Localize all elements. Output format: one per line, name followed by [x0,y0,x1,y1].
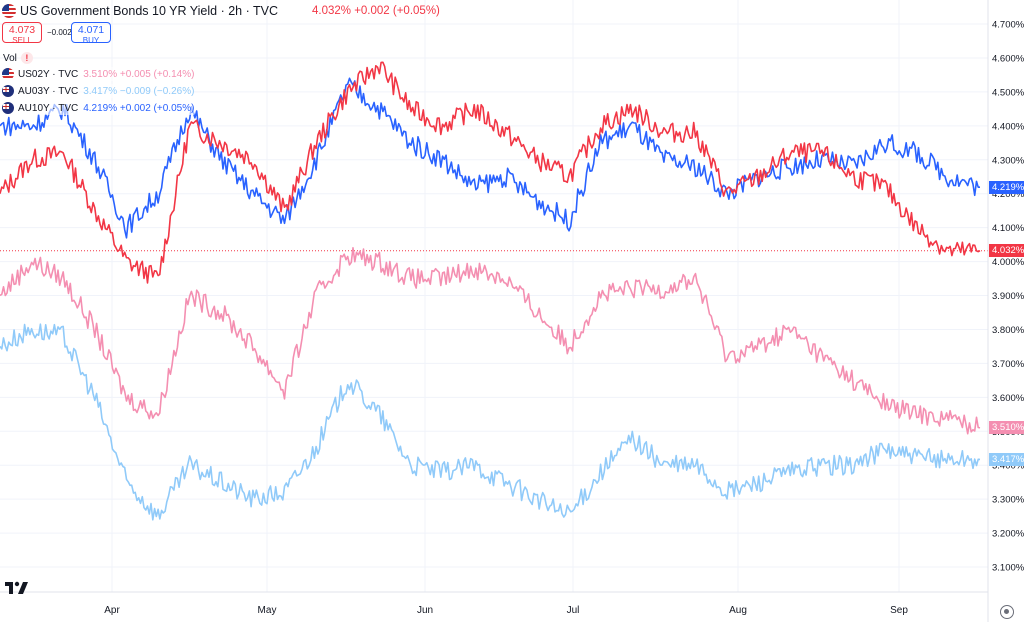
y-tick-label: 3.300% [992,495,1024,506]
price-label: 3.417% [989,453,1024,466]
sell-price: 4.073 [3,25,41,35]
buy-label: BUY [72,36,110,46]
legend-name: AU03Y · TVC [18,86,78,97]
legend-name: AU10Y · TVC [18,103,78,114]
y-tick-label: 3.900% [992,291,1024,302]
sell-label: SELL [3,36,41,46]
sell-button[interactable]: 4.073 SELL [2,22,42,43]
x-tick-label: Jun [417,605,433,616]
us-flag-icon [2,68,14,80]
volume-indicator[interactable]: Vol ! [3,52,33,64]
series-layer [0,62,980,520]
buy-price: 4.071 [72,25,110,35]
y-tick-label: 4.100% [992,223,1024,234]
y-tick-label: 3.600% [992,393,1024,404]
y-tick-label: 3.100% [992,563,1024,574]
price-label: 3.510% [989,421,1024,434]
legend-value: 3.510% +0.005 (+0.14%) [83,69,194,80]
volume-label: Vol [3,53,17,64]
y-tick-label: 3.200% [992,529,1024,540]
legend-value: 3.417% −0.009 (−0.26%) [83,86,194,97]
settings-gear-icon[interactable] [1000,605,1014,619]
tradingview-logo-icon[interactable] [4,580,30,596]
us-flag-icon [2,4,16,18]
x-tick-label: Jul [567,605,580,616]
legend-row-us02y[interactable]: US02Y · TVC 3.510% +0.005 (+0.14%) [2,67,194,81]
x-tick-label: Aug [729,605,747,616]
y-tick-label: 4.000% [992,257,1024,268]
y-tick-label: 4.700% [992,20,1024,31]
x-tick-label: May [258,605,277,616]
legend-row-au03y[interactable]: AU03Y · TVC 3.417% −0.009 (−0.26%) [2,84,194,98]
australia-flag-icon [2,102,14,114]
y-tick-label: 3.800% [992,325,1024,336]
x-tick-label: Apr [104,605,120,616]
chart-header: US Government Bonds 10 YR Yield · 2h · T… [2,2,440,20]
legend-row-au10y[interactable]: AU10Y · TVC 4.219% +0.002 (+0.05%) [2,101,194,115]
symbol-quote: 4.032% +0.002 (+0.05%) [312,5,440,17]
x-tick-label: Sep [890,605,908,616]
y-tick-label: 4.300% [992,155,1024,166]
symbol-title[interactable]: US Government Bonds 10 YR Yield · 2h · T… [20,4,278,18]
price-label: 4.032% [989,244,1024,257]
y-tick-label: 4.400% [992,121,1024,132]
y-tick-label: 3.700% [992,359,1024,370]
buy-button[interactable]: 4.071 BUY [71,22,111,43]
spread-value: −0.002 [47,28,72,37]
series-line [0,324,980,520]
y-tick-label: 4.600% [992,53,1024,64]
warning-icon[interactable]: ! [21,52,33,64]
australia-flag-icon [2,85,14,97]
y-axis: 4.700%4.600%4.500%4.400%4.300%4.200%4.10… [988,0,1024,622]
legend-name: US02Y · TVC [18,69,78,80]
price-label: 4.219% [989,181,1024,194]
x-axis: Apr May Jun Jul Aug Sep [0,592,988,616]
y-tick-label: 4.500% [992,87,1024,98]
legend-value: 4.219% +0.002 (+0.05%) [83,103,194,114]
